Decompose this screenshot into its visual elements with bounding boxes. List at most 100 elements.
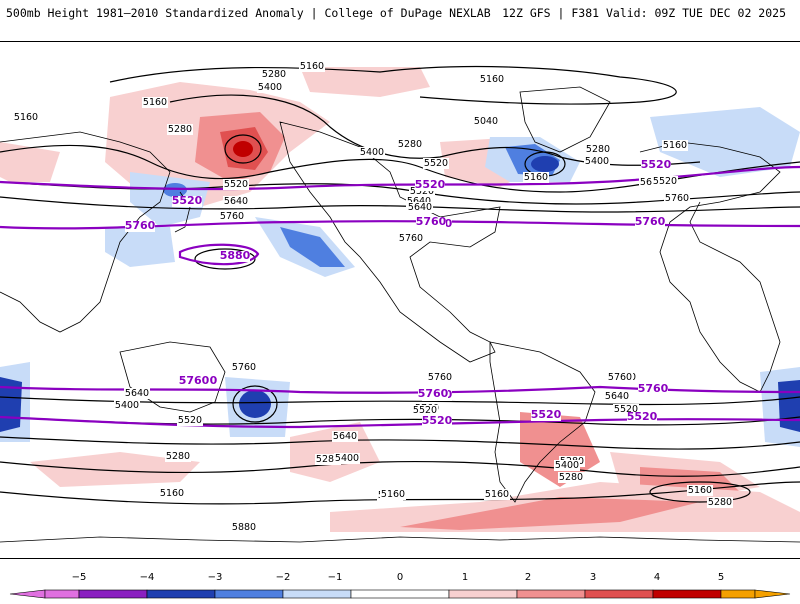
contour-label-bg: [479, 74, 505, 85]
contour-5280-south: [0, 460, 800, 477]
highlight-contour-label: 5760: [125, 219, 156, 232]
contour-label-bg: [407, 202, 433, 213]
contour-label: 5640: [224, 196, 248, 207]
contour-label: 5160: [524, 172, 548, 183]
contour-label-bg: [473, 116, 499, 127]
contour-label: 5160: [663, 140, 687, 151]
contour-label-bg: [427, 372, 453, 383]
neg-anomaly-s-pacific-core: [239, 390, 271, 418]
contour-label-bg: [398, 233, 424, 244]
contour-5520-sh-purple: [0, 415, 800, 429]
highlight-contour-label: 5520: [531, 408, 562, 421]
run-info: 12Z GFS | F381 Valid: 09Z TUE DEC 02 202…: [502, 6, 786, 20]
neg-anomaly-w-pacific: [130, 172, 210, 227]
contour-low-s-pacific: [232, 385, 278, 423]
map-title: 500mb Height 1981–2010 Standardized Anom…: [6, 6, 491, 20]
contour-label: 5640: [333, 431, 357, 442]
legend-tick-neg1: −1: [327, 572, 343, 583]
contour-label: 5160: [143, 97, 167, 108]
contour-label: 5160: [300, 61, 324, 72]
contour-5400-north: [0, 144, 800, 193]
contour-label-bg: [423, 158, 449, 169]
legend-tick-neg3: −3: [207, 572, 223, 583]
contour-5640-south: [0, 396, 800, 406]
highlight-contour-label: 5760: [635, 215, 666, 228]
highlight-contour-label: 5760: [179, 374, 210, 387]
contour-label-bg: [664, 193, 690, 204]
contour-5880-purple: [178, 243, 260, 266]
contour-label: 5640: [125, 388, 149, 399]
legend-bin-pos2: [516, 589, 586, 599]
contour-label-bg: [652, 176, 678, 187]
contour-label: 5760: [665, 193, 689, 204]
contour-label-bg: [613, 404, 639, 415]
highlight-contour-label: 5520: [172, 194, 203, 207]
highlight-contour-label: 5520: [415, 178, 446, 191]
contour-label: 5280: [168, 124, 192, 135]
legend-tick-pos5: 5: [717, 572, 725, 583]
contour-label-bg: [165, 451, 191, 462]
contour-label: 5280: [316, 454, 340, 465]
contour-label: 5520: [424, 158, 448, 169]
black-contour-labels: 5160528054005160516052805160528050405400…: [13, 61, 733, 533]
contour-label-bg: [523, 172, 549, 183]
contour-label: 5520: [224, 179, 248, 190]
contour-label: 5640: [407, 196, 431, 207]
contour-label-bg: [124, 388, 150, 399]
contour-label-bg: [607, 372, 633, 383]
contour-label-bg: [554, 460, 580, 471]
legend-bin-pos4: [652, 589, 722, 599]
contour-label-bg: [359, 147, 385, 158]
contour-label-bg: [159, 488, 185, 499]
contour-label: 5640: [408, 202, 432, 213]
legend-arrow-right: [754, 589, 791, 599]
contour-label: 5280: [586, 144, 610, 155]
contour-label: 5760: [220, 211, 244, 222]
neg-anomaly-greenland-core: [531, 156, 559, 172]
contour-label: 5160: [480, 74, 504, 85]
highlight-contour-label: 5760: [416, 215, 447, 228]
highlight-contour-label: 5760: [418, 387, 449, 400]
coast-europe-africa: [639, 141, 781, 393]
contour-label-bg: [409, 186, 435, 197]
highlight-contour-label-bg: [638, 384, 668, 395]
legend-bin-neg2: [214, 589, 284, 599]
neg-anomaly-asia: [105, 227, 175, 267]
legend-bin-pos1: [448, 589, 518, 599]
contour-label: 5400: [335, 453, 359, 464]
contour-low-bering: [224, 134, 262, 164]
anomaly-map: 5160528054005160516052805160528050405400…: [0, 61, 800, 543]
contour-label-bg: [257, 82, 283, 93]
pos-anomaly-bering-peak: [233, 141, 253, 157]
highlight-contour-label-bg: [422, 416, 452, 427]
contour-label: 5640: [605, 391, 629, 402]
highlight-contour-label: 5760: [638, 382, 669, 395]
contour-label: 5400: [585, 156, 609, 167]
highlight-contour-label-bg: [635, 217, 665, 228]
legend-tick-zero: 0: [396, 572, 404, 583]
contour-5400-south: [0, 436, 800, 450]
contour-label-bg: [687, 485, 713, 496]
contour-label: 5880: [232, 522, 256, 533]
neg-anomaly-e-pacific-mid: [280, 227, 345, 267]
pos-anomaly-w-europe: [0, 142, 60, 182]
legend-bin-neg3: [146, 589, 216, 599]
highlight-contour-label-bg: [415, 180, 445, 191]
header: 500mb Height 1981–2010 Standardized Anom…: [0, 0, 800, 30]
contour-s-indian: [649, 481, 751, 503]
highlight-contour-label-bg: [416, 217, 446, 228]
legend-arrow-left: [9, 589, 46, 599]
contour-label: 5160: [381, 489, 405, 500]
highlight-contour-label-bg: [172, 196, 202, 207]
legend-bin-pos5: [720, 589, 756, 599]
coast-antarctica: [0, 536, 800, 543]
highlight-contour-label-bg: [220, 251, 250, 262]
contour-label-bg: [397, 139, 423, 150]
highlight-contour-label-bg: [179, 376, 209, 387]
contour-label: 5400: [115, 400, 139, 411]
legend: −5 −4 −3 −2 −1 0 1 2 3 4 5: [0, 570, 800, 600]
highlight-contour-label: 5520: [627, 410, 658, 423]
contour-label-bg: [584, 156, 610, 167]
anomaly-shading: [0, 67, 800, 532]
legend-bin-neg1: [282, 589, 352, 599]
